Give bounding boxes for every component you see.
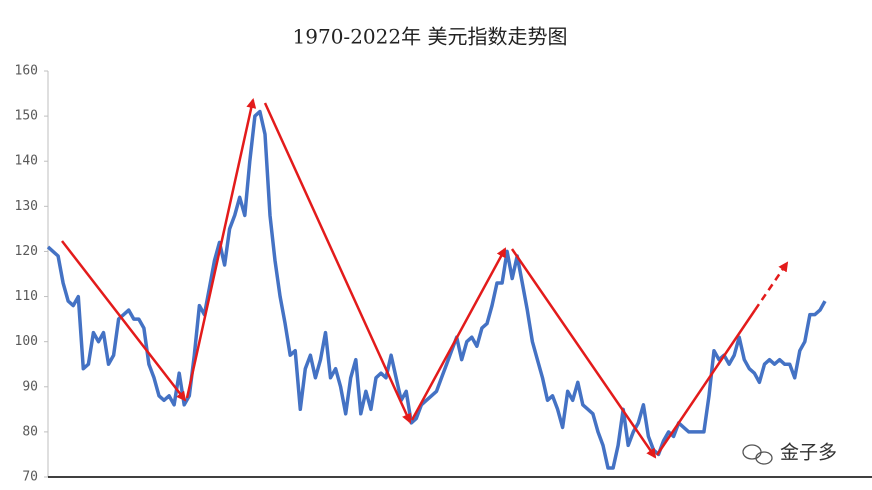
y-tick-label: 140 <box>15 154 38 169</box>
arrow <box>510 248 657 459</box>
y-tick-label: 150 <box>15 109 38 124</box>
y-tick-label: 160 <box>15 64 38 79</box>
arrow <box>655 309 757 456</box>
plot: 70 80 90 100 110 120 130 140 150 160 <box>15 64 827 485</box>
arrow <box>410 247 507 421</box>
series-line <box>46 109 827 470</box>
y-tick-label: 70 <box>22 470 38 485</box>
arrow <box>263 102 412 424</box>
arrow <box>753 261 789 311</box>
arrow <box>185 98 257 399</box>
y-tick-label: 90 <box>22 379 38 394</box>
y-tick-label: 100 <box>15 334 38 349</box>
y-tick-label: 80 <box>22 424 38 439</box>
y-tick-label: 110 <box>15 289 38 304</box>
y-tick-label: 130 <box>15 199 38 214</box>
y-tick-label: 120 <box>15 244 38 259</box>
trend-arrows <box>61 98 789 459</box>
chart-title: 1970-2022年 美元指数走势图 <box>293 25 568 49</box>
watermark-icon <box>742 444 773 465</box>
arrow <box>61 240 187 402</box>
watermark: 金子多 <box>780 442 837 464</box>
